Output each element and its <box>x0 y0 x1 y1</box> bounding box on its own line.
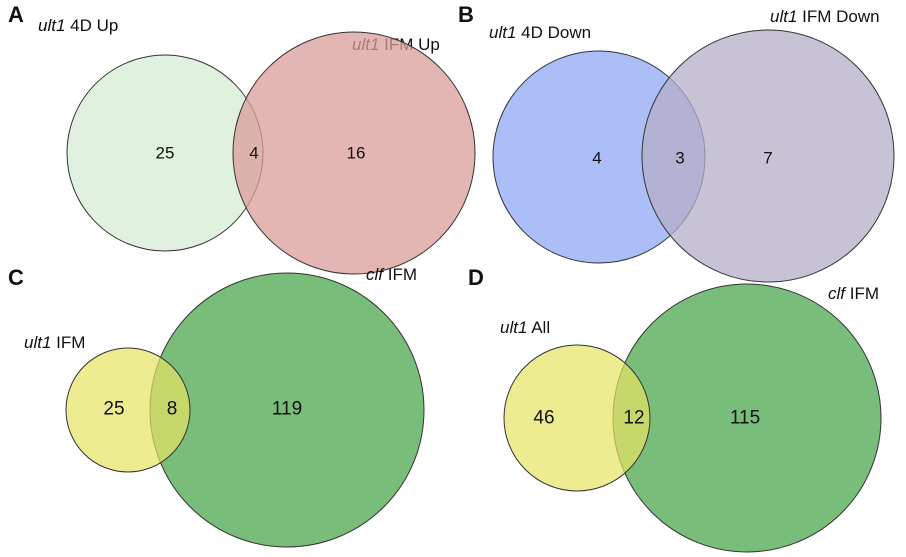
panel-d-set2-label: clf IFM <box>828 284 879 303</box>
panel-a-set2-circle <box>232 31 476 275</box>
panel-a-set1-only-count: 25 <box>156 144 175 163</box>
panel-b-set2-only-count: 7 <box>763 149 772 168</box>
panel-c-set2-label: clf IFM <box>366 265 417 284</box>
panel-a-set2-only-count: 16 <box>347 144 366 163</box>
panel-b-set1-label: ult1 4D Down <box>489 23 591 42</box>
panel-c-set1-label: ult1 IFM <box>24 333 85 352</box>
panel-d-set1-circle <box>503 344 651 492</box>
panel-d-set2-only-count: 115 <box>730 408 760 429</box>
panel-d-letter: D <box>468 265 484 290</box>
panel-b-set2-circle <box>641 29 895 283</box>
panel-c-set2-only-count: 119 <box>272 399 302 420</box>
panel-a-overlap-count: 4 <box>249 144 258 163</box>
panel-a-set1-label: ult1 4D Up <box>38 16 118 35</box>
panel-c: C ult1 IFM clf IFM 25 8 119 <box>8 265 425 548</box>
panel-b-overlap-count: 3 <box>675 149 684 168</box>
panel-a-letter: A <box>8 2 24 27</box>
panel-b: B ult1 4D Down ult1 IFM Down 4 3 7 <box>458 2 895 283</box>
panel-c-set1-only-count: 25 <box>103 399 124 420</box>
panel-d-set1-label: ult1 All <box>500 318 550 337</box>
panel-d: D ult1 All clf IFM 46 12 115 <box>468 265 882 553</box>
panel-a: A ult1 4D Up ult1 IFM Up 25 4 16 <box>8 2 476 275</box>
panel-b-set2-label: ult1 IFM Down <box>770 7 880 26</box>
panel-b-letter: B <box>458 2 474 27</box>
panel-d-set1-only-count: 46 <box>533 408 554 429</box>
panel-c-set1-circle <box>65 347 191 473</box>
panel-c-letter: C <box>8 265 24 290</box>
panel-b-set1-only-count: 4 <box>592 149 601 168</box>
panel-c-overlap-count: 8 <box>167 399 178 420</box>
panel-d-overlap-count: 12 <box>623 408 644 429</box>
